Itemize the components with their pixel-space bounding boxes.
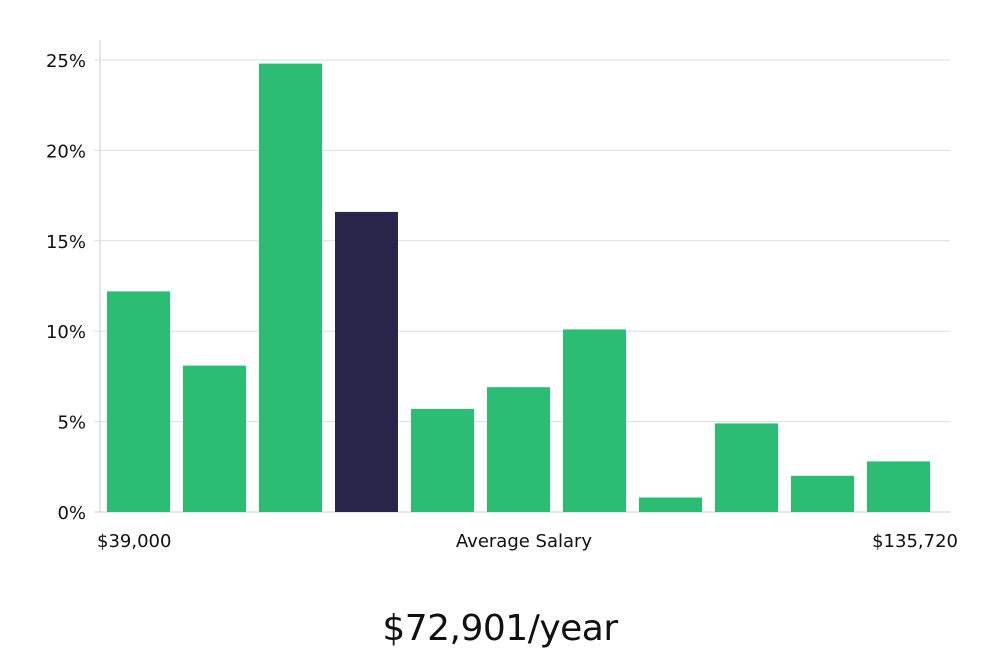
y-tick-label: 5% bbox=[57, 413, 86, 434]
x-min-label: $39,000 bbox=[97, 531, 171, 552]
y-tick-label: 10% bbox=[46, 322, 86, 343]
bar bbox=[563, 329, 626, 512]
bar bbox=[183, 366, 246, 512]
salary-histogram: 0%5%10%15%20%25% $39,000 Average Salary … bbox=[0, 0, 1000, 590]
bar bbox=[715, 423, 778, 512]
bar bbox=[639, 498, 702, 513]
x-max-label: $135,720 bbox=[872, 531, 958, 552]
bar bbox=[107, 291, 170, 512]
average-salary-value: $72,901/year bbox=[0, 608, 1000, 649]
bar bbox=[791, 476, 854, 512]
y-tick-label: 15% bbox=[46, 232, 86, 253]
bar-highlighted bbox=[335, 212, 398, 512]
y-tick-label: 20% bbox=[46, 141, 86, 162]
bar bbox=[487, 387, 550, 512]
bar bbox=[259, 64, 322, 512]
y-tick-label: 0% bbox=[57, 503, 86, 524]
bar bbox=[867, 461, 930, 512]
y-tick-label: 25% bbox=[46, 51, 86, 72]
x-axis-title: Average Salary bbox=[456, 531, 593, 552]
bar bbox=[411, 409, 474, 512]
